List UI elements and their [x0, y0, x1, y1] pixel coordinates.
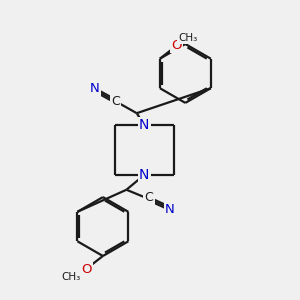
- Text: CH₃: CH₃: [178, 33, 197, 43]
- Text: N: N: [139, 168, 149, 182]
- Text: CH₃: CH₃: [61, 272, 80, 283]
- Text: N: N: [139, 118, 149, 132]
- Text: N: N: [90, 82, 100, 95]
- Text: N: N: [165, 203, 175, 216]
- Text: C: C: [111, 95, 120, 108]
- Text: O: O: [81, 263, 92, 276]
- Text: C: C: [145, 191, 154, 204]
- Text: O: O: [171, 39, 182, 52]
